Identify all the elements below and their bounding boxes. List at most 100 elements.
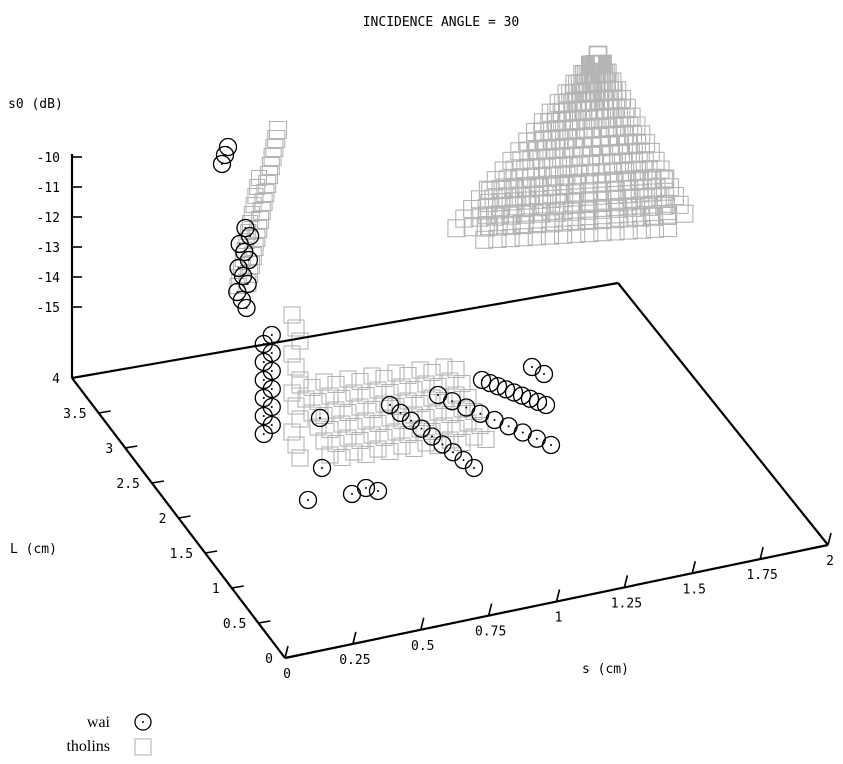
tholins-marker	[417, 375, 435, 393]
x-tick-label: 1.5	[683, 582, 706, 597]
y-tick-label: 2	[159, 512, 167, 527]
tholins-marker	[567, 212, 586, 231]
tholins-marker	[441, 405, 459, 424]
tholins-marker	[387, 364, 405, 382]
tholins-marker	[287, 397, 305, 415]
x-tick-label: 0.75	[475, 625, 506, 640]
y-tick-label: 4	[52, 372, 60, 387]
x-axis-label: s (cm)	[582, 662, 629, 677]
tholins-marker	[315, 432, 333, 450]
wai-marker	[536, 395, 556, 415]
tholins-marker	[351, 431, 369, 450]
tholins-marker	[333, 389, 351, 408]
tholins-marker	[405, 439, 423, 458]
x-tick-label: 1.75	[746, 568, 777, 583]
y-tick-label: 0.5	[223, 617, 246, 632]
wai-marker	[237, 298, 256, 318]
tholins-marker	[369, 414, 387, 433]
wai-marker	[254, 424, 273, 444]
tholins-marker	[327, 434, 345, 453]
tholins-marker	[327, 401, 345, 419]
tholins-marker	[357, 412, 375, 430]
tholins-marker	[476, 218, 495, 237]
chart-title: INCIDENCE ANGLE = 30	[363, 15, 520, 30]
tholins-marker	[447, 419, 465, 438]
tholins-marker	[351, 372, 369, 391]
x-tick-label: 0	[283, 667, 291, 682]
tholins-marker	[405, 380, 423, 399]
tholins-marker	[327, 375, 345, 394]
wai-marker	[218, 137, 238, 157]
tholins-marker	[645, 207, 664, 226]
tholins-marker	[593, 209, 613, 228]
tholins-marker	[381, 409, 399, 427]
tholins-marker	[375, 428, 393, 447]
x-tick	[623, 575, 629, 588]
x-tick-label: 0.5	[411, 639, 434, 654]
tholins-marker	[606, 222, 625, 241]
x-tick-label: 1.25	[611, 596, 642, 611]
tholins-marker	[321, 446, 339, 464]
tholins-marker	[315, 373, 333, 391]
back-edge	[71, 281, 619, 380]
tholins-marker	[477, 430, 495, 449]
tholins-marker	[411, 394, 429, 413]
tholins-marker	[363, 400, 381, 419]
tholins-marker	[504, 192, 523, 211]
tholins-marker	[527, 227, 546, 246]
tholins-marker	[580, 187, 599, 206]
z-tick-label: -12	[37, 211, 60, 226]
tholins-marker	[405, 406, 423, 424]
wai-marker	[310, 408, 330, 428]
tholins-marker	[283, 306, 301, 324]
y-tick-label: 3.5	[63, 407, 86, 422]
tholins-marker	[321, 420, 339, 439]
tholins-marker	[357, 386, 375, 405]
tholins-marker	[528, 214, 547, 233]
y-tick-label: 0	[265, 652, 273, 667]
legend: wai tholins	[66, 713, 152, 756]
tholins-marker	[567, 224, 586, 243]
tholins-marker	[479, 217, 499, 236]
tholins-marker	[658, 218, 678, 238]
tholins-marker	[619, 221, 638, 240]
tholins-marker	[309, 418, 327, 436]
tholins-marker	[417, 408, 435, 427]
tholins-marker	[555, 189, 574, 208]
tholins-marker	[351, 398, 369, 416]
wai-marker	[356, 478, 376, 498]
tholins-marker	[447, 360, 465, 379]
y-tick	[71, 375, 85, 379]
axes	[70, 154, 832, 660]
y-tick	[204, 550, 218, 554]
tholins-marker	[287, 319, 305, 337]
y-tick	[151, 480, 165, 484]
tholins-marker	[441, 372, 459, 390]
y-tick	[231, 585, 244, 589]
tholins-marker	[541, 214, 560, 233]
tholins-marker	[567, 200, 586, 219]
x-tick	[827, 532, 832, 546]
z-axis-label: s0 (dB)	[8, 97, 63, 112]
legend-marker-tholins	[134, 738, 152, 756]
tholins-marker	[283, 345, 301, 363]
tholins-marker	[345, 384, 363, 402]
tholins-marker	[369, 440, 387, 458]
tholins-marker	[577, 210, 596, 229]
tholins-marker	[375, 369, 393, 388]
tholins-marker	[496, 216, 515, 235]
tholins-marker	[463, 218, 482, 237]
tholins-marker	[381, 383, 399, 402]
tholins-marker	[515, 215, 534, 235]
tholins-marker	[580, 224, 599, 243]
tholins-marker	[381, 442, 399, 461]
z-tick-label: -15	[37, 301, 60, 316]
markers-layer	[212, 45, 694, 510]
tholins-marker	[315, 406, 333, 425]
tholins-marker	[655, 182, 674, 201]
tholins-marker	[512, 215, 531, 234]
tholins-marker	[528, 215, 547, 234]
legend-label-wai: wai	[87, 714, 111, 731]
tholins-marker	[580, 211, 599, 230]
